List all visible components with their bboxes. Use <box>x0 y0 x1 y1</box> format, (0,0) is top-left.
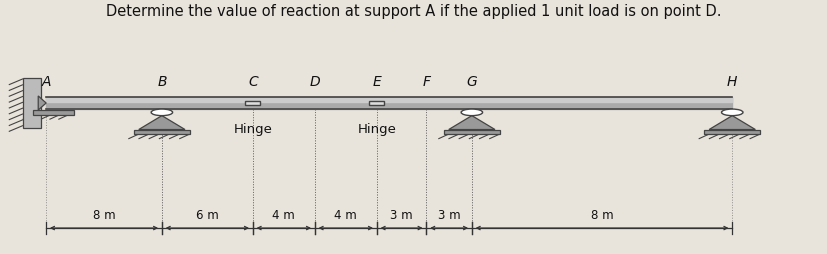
Text: 4 m: 4 m <box>272 209 295 222</box>
Text: Hinge: Hinge <box>357 123 396 136</box>
Bar <box>245 101 260 105</box>
Bar <box>33 110 74 115</box>
Text: 4 m: 4 m <box>334 209 356 222</box>
Circle shape <box>461 109 482 116</box>
Bar <box>369 101 384 105</box>
Text: 8 m: 8 m <box>590 209 613 222</box>
Polygon shape <box>708 116 754 130</box>
Text: H: H <box>726 75 737 89</box>
Circle shape <box>151 109 172 116</box>
Bar <box>704 130 759 134</box>
Text: 3 m: 3 m <box>437 209 460 222</box>
Polygon shape <box>139 116 184 130</box>
Text: Hinge: Hinge <box>233 123 272 136</box>
Text: F: F <box>422 75 430 89</box>
Bar <box>134 130 189 134</box>
Circle shape <box>720 109 742 116</box>
Bar <box>22 78 41 128</box>
Text: G: G <box>466 75 476 89</box>
Text: D: D <box>309 75 320 89</box>
Text: A: A <box>41 75 50 89</box>
Text: 6 m: 6 m <box>196 209 218 222</box>
Text: 3 m: 3 m <box>390 209 413 222</box>
Text: E: E <box>372 75 380 89</box>
Bar <box>46 98 731 102</box>
Text: 8 m: 8 m <box>93 209 115 222</box>
Text: Determine the value of reaction at support A if the applied 1 unit load is on po: Determine the value of reaction at suppo… <box>106 5 721 20</box>
Polygon shape <box>38 96 46 110</box>
Bar <box>46 97 731 109</box>
Text: C: C <box>247 75 257 89</box>
Bar <box>443 130 499 134</box>
Text: B: B <box>157 75 166 89</box>
Polygon shape <box>448 116 495 130</box>
